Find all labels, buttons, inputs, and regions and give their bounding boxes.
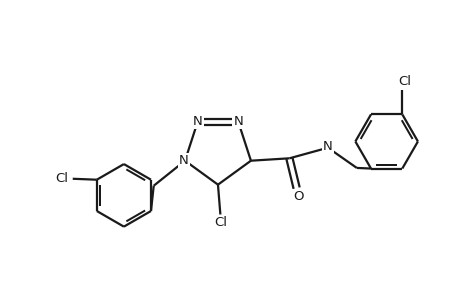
Text: N: N xyxy=(233,115,243,128)
Text: N: N xyxy=(192,115,202,128)
Text: Cl: Cl xyxy=(397,75,410,88)
Text: Cl: Cl xyxy=(56,172,68,185)
Text: N: N xyxy=(179,154,189,167)
Text: O: O xyxy=(292,190,302,203)
Text: Cl: Cl xyxy=(213,216,226,229)
Text: N: N xyxy=(322,140,332,153)
